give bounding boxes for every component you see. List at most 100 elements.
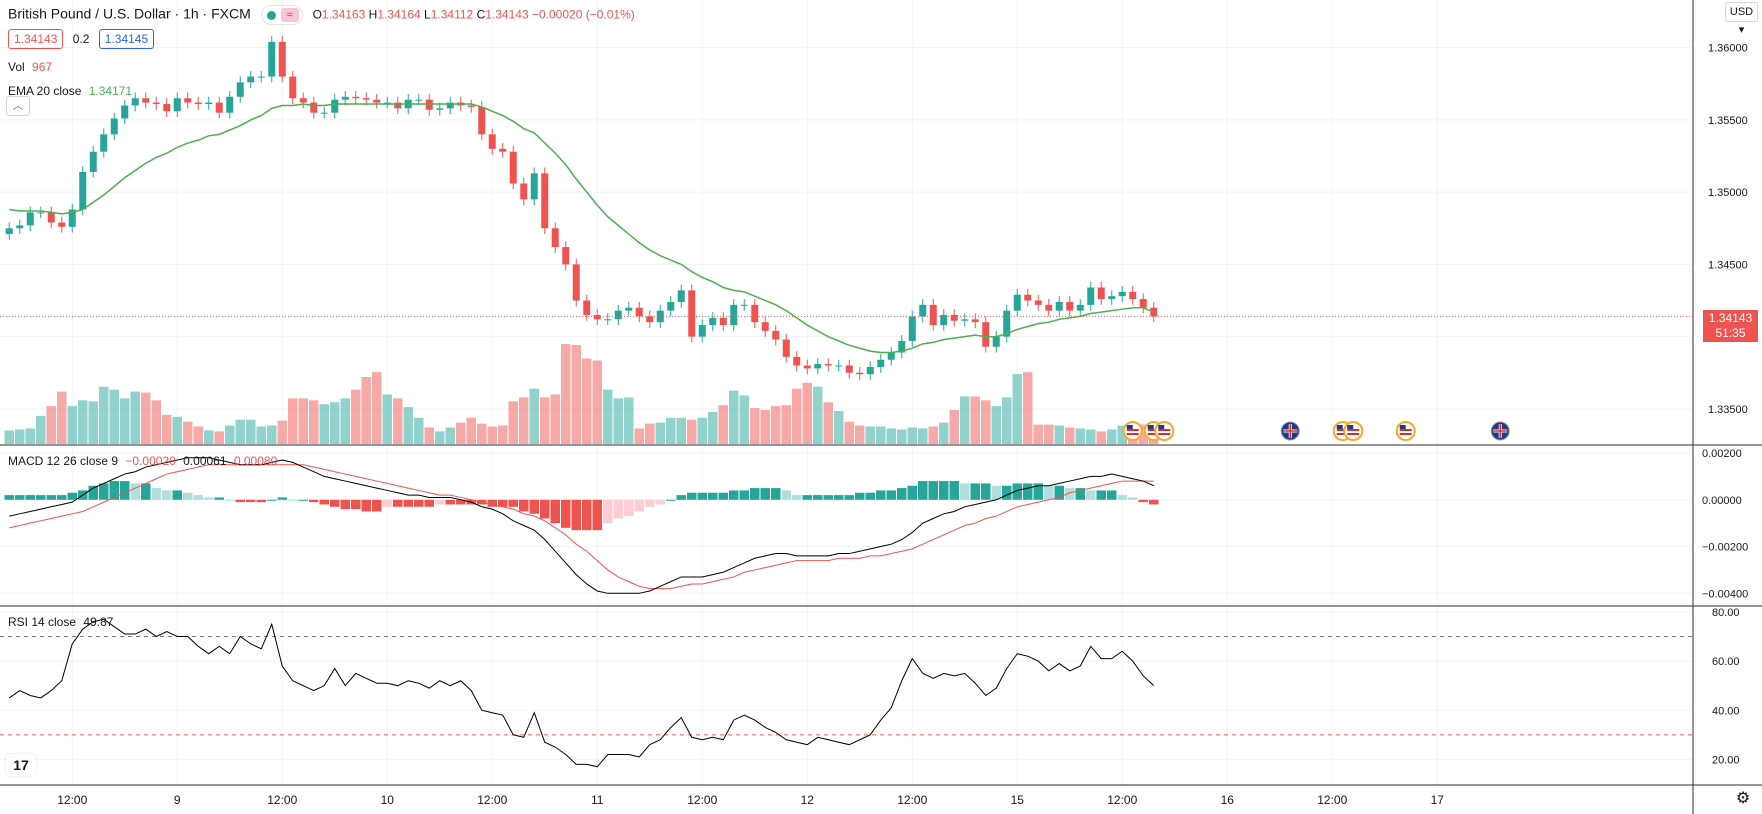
candle-body bbox=[26, 212, 34, 226]
volume-bar bbox=[802, 382, 812, 444]
us-flag-canton bbox=[1147, 425, 1154, 429]
candle-body bbox=[562, 247, 570, 265]
rsi-legend[interactable]: RSI 14 close 49.87 bbox=[8, 615, 114, 629]
volume-bar bbox=[46, 406, 56, 444]
volume-bar bbox=[645, 423, 655, 444]
interval-label[interactable]: 1h bbox=[183, 5, 199, 22]
buy-price[interactable]: 1.34145 bbox=[98, 29, 155, 49]
price-tick-label: 1.35000 bbox=[1708, 187, 1748, 199]
volume-bar bbox=[666, 417, 676, 444]
us-flag-icon bbox=[1122, 421, 1143, 441]
volume-bar bbox=[309, 400, 319, 444]
macd-histogram-bar bbox=[1086, 490, 1096, 500]
symbol-title[interactable]: British Pound / U.S. Dollar bbox=[8, 5, 171, 22]
candle-body bbox=[940, 314, 948, 326]
volume-bar bbox=[729, 390, 739, 444]
volume-bar bbox=[897, 429, 907, 444]
volume-bar bbox=[1086, 429, 1096, 444]
macd-histogram-bar bbox=[225, 499, 235, 501]
macd-histogram-bar bbox=[57, 495, 67, 500]
candle-body bbox=[740, 304, 748, 306]
macd-histogram-bar bbox=[120, 481, 130, 500]
volume-bar bbox=[246, 419, 256, 444]
price-axis: 1.335001.340001.345001.350001.355001.360… bbox=[1702, 43, 1748, 767]
time-tick-label: 9 bbox=[174, 793, 181, 807]
macd-hist-value: −0.00020 bbox=[125, 454, 176, 468]
time-axis: 12:00 9 12:00 10 12:00 11 12:00 12 12:00 15 12:00 1… bbox=[57, 793, 1444, 807]
volume-bar bbox=[172, 416, 182, 444]
macd-histogram-bar bbox=[634, 499, 644, 512]
macd-histogram-bar bbox=[760, 488, 770, 500]
macd-histogram-bar bbox=[130, 483, 140, 500]
volume-bar bbox=[907, 427, 917, 444]
candle-body bbox=[436, 108, 444, 110]
ohlc-open: 1.34163 bbox=[321, 7, 366, 22]
candle-body bbox=[1013, 294, 1021, 311]
macd-legend[interactable]: MACD 12 26 close 9 −0.00020 0.00061 0.00… bbox=[8, 454, 278, 468]
volume-bar bbox=[298, 398, 308, 444]
uk-flag-icon bbox=[1490, 421, 1510, 441]
candle-body bbox=[278, 41, 286, 77]
collapse-legend-button[interactable]: ︿ bbox=[6, 96, 30, 116]
ema-line bbox=[9, 103, 1155, 354]
macd-histogram-bar bbox=[928, 481, 938, 500]
candle-body bbox=[751, 304, 759, 323]
macd-histogram-bar bbox=[939, 481, 949, 500]
macd-histogram-bar bbox=[298, 499, 308, 501]
volume-bar bbox=[1044, 424, 1054, 444]
time-tick-label: 12:00 bbox=[477, 793, 507, 807]
candle-body bbox=[121, 105, 129, 119]
candle-body bbox=[184, 98, 192, 103]
volume-bar bbox=[214, 431, 224, 444]
us-flag-stripe bbox=[1158, 429, 1171, 431]
ema-legend[interactable]: EMA 20 close 1.34171 bbox=[8, 84, 133, 98]
candle-body bbox=[1129, 291, 1137, 300]
grid-layer bbox=[0, 0, 1693, 785]
macd-histogram-bar bbox=[529, 499, 539, 514]
bar-countdown: 51:35 bbox=[1715, 326, 1746, 340]
market-status-toggle[interactable]: ≈ bbox=[260, 5, 303, 25]
vol-legend[interactable]: Vol 967 bbox=[8, 60, 53, 74]
volume-bar bbox=[67, 406, 77, 444]
sell-price[interactable]: 1.34143 bbox=[8, 29, 64, 49]
candle-body bbox=[173, 98, 181, 112]
ohlc-high: 1.34164 bbox=[377, 7, 421, 22]
currency-button[interactable]: USD ▾ bbox=[1725, 2, 1758, 36]
macd-histogram-bar bbox=[277, 497, 287, 500]
price-tick-label: 1.34500 bbox=[1708, 259, 1748, 271]
volume-bar bbox=[718, 405, 728, 444]
macd-line-value: 0.00061 bbox=[183, 454, 227, 468]
market-open-dot bbox=[266, 11, 276, 20]
candle-body bbox=[677, 290, 685, 302]
candle-body bbox=[383, 102, 391, 104]
macd-tick-label: 0.00000 bbox=[1702, 495, 1742, 507]
gear-icon[interactable]: ⚙ bbox=[1735, 790, 1751, 807]
macd-histogram-bar bbox=[424, 499, 434, 507]
macd-histogram-bar bbox=[151, 488, 161, 500]
candle-body bbox=[1139, 299, 1147, 308]
volume-bar bbox=[141, 392, 151, 444]
macd-line bbox=[9, 457, 1154, 594]
macd-histogram-bar bbox=[1044, 485, 1054, 500]
candle-body bbox=[929, 304, 937, 326]
candle-body bbox=[1097, 287, 1105, 300]
rsi-line bbox=[8, 618, 1155, 768]
ohlc-low: 1.34112 bbox=[430, 7, 474, 22]
volume-bar bbox=[876, 426, 886, 444]
ema-value: 1.34171 bbox=[88, 84, 133, 98]
volume-bar bbox=[939, 422, 949, 444]
macd-histogram-bar bbox=[687, 492, 697, 500]
macd-histogram-bar bbox=[288, 499, 298, 501]
volume-bar bbox=[330, 402, 340, 444]
volume-bar bbox=[613, 398, 623, 444]
tradingview-logo[interactable]: 17 bbox=[6, 754, 36, 776]
macd-histogram-bar bbox=[550, 499, 560, 524]
candle-body bbox=[1024, 294, 1032, 301]
volume-bar bbox=[886, 428, 896, 444]
macd-histogram-bar bbox=[1075, 488, 1085, 500]
us-flag-canton bbox=[1399, 425, 1406, 429]
macd-histogram-bar bbox=[1138, 499, 1148, 503]
candle-body bbox=[415, 99, 423, 101]
